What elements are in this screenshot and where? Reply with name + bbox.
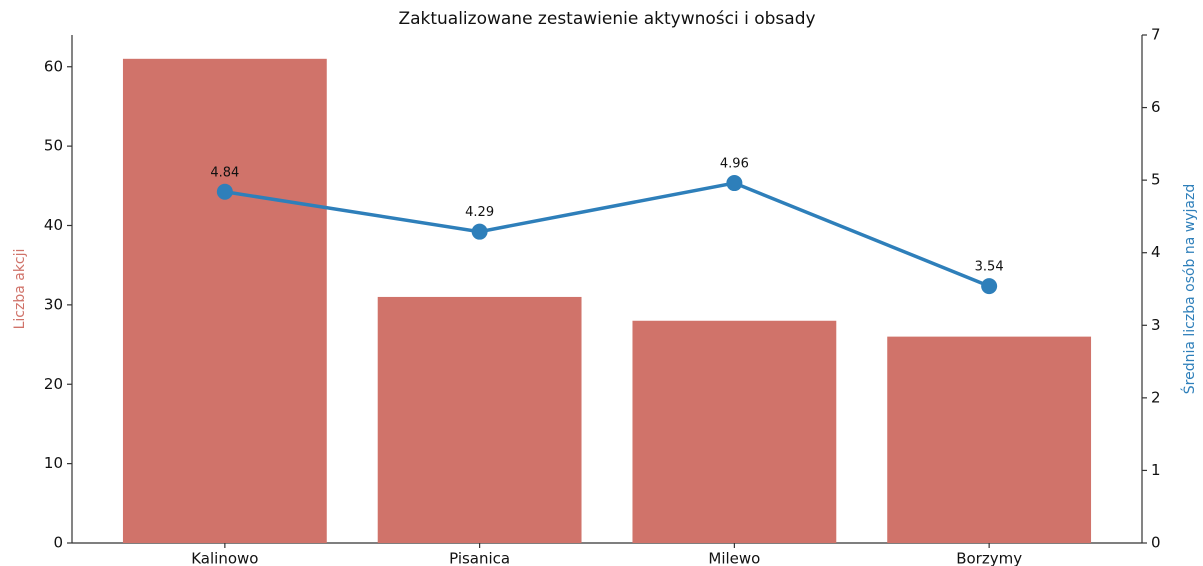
x-tick-label: Kalinowo	[191, 550, 258, 566]
x-tick-label: Pisanica	[449, 550, 510, 566]
data-label: 4.84	[210, 165, 239, 180]
line	[224, 181, 990, 288]
y-tick-label: 20	[44, 375, 63, 393]
data-label: 4.29	[465, 205, 494, 220]
point	[726, 175, 743, 192]
y2-tick-label: 0	[1151, 534, 1161, 552]
y2-tick-label: 2	[1151, 388, 1161, 406]
point	[216, 183, 233, 200]
chart-title: Zaktualizowane zestawienie aktywności i …	[398, 9, 815, 29]
y2-tick-label: 7	[1151, 26, 1161, 44]
y-tick-label: 40	[44, 216, 63, 234]
y-tick-label: 60	[44, 57, 63, 75]
y-tick-label: 0	[53, 534, 63, 552]
bar	[887, 336, 1092, 543]
y-tick-label: 30	[44, 295, 63, 313]
y-axis-label: Liczba akcji	[12, 249, 28, 330]
y2-tick-label: 6	[1151, 98, 1161, 116]
y2-axis-label: Średnia liczba osób na wyjazd	[1180, 184, 1198, 394]
bar	[122, 58, 327, 543]
point	[981, 278, 998, 295]
bar	[377, 296, 582, 543]
y-tick-label: 50	[44, 137, 63, 155]
y2-tick-label: 5	[1151, 171, 1161, 189]
bar	[632, 320, 837, 543]
x-tick-label: Borzymy	[956, 550, 1022, 566]
data-label: 3.54	[975, 260, 1004, 275]
y2-tick-label: 1	[1151, 461, 1161, 479]
data-label: 4.96	[720, 157, 749, 172]
y-tick-label: 10	[44, 454, 63, 472]
point	[471, 223, 488, 240]
y2-tick-label: 3	[1151, 316, 1161, 334]
x-tick-label: Milewo	[708, 550, 760, 566]
y2-tick-label: 4	[1151, 243, 1161, 261]
